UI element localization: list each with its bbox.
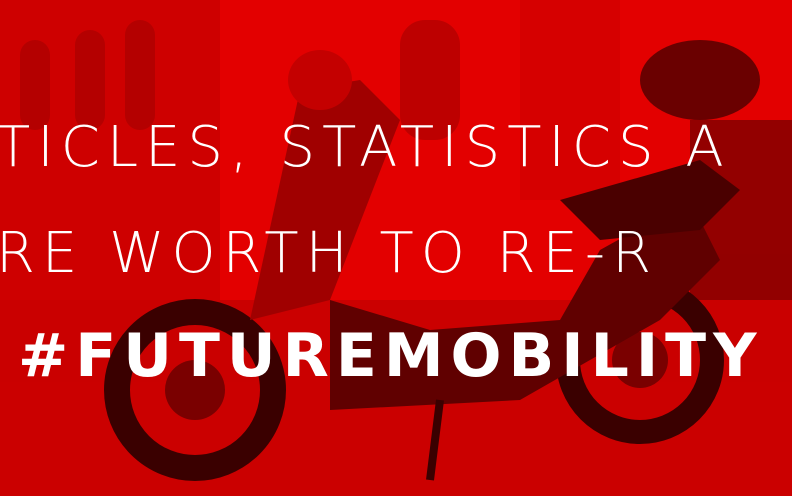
hashtag: #FUTUREMOBILITY (18, 321, 764, 391)
headline-line: TICLES, STATISTICS A (0, 115, 731, 180)
banner: TICLES, STATISTICS A RE WORTH TO RE-R #F… (0, 0, 792, 496)
headline-line: RE WORTH TO RE-R (0, 221, 658, 286)
page: {"banner": {"lines": ["TICLES, STATISTIC… (0, 0, 792, 496)
